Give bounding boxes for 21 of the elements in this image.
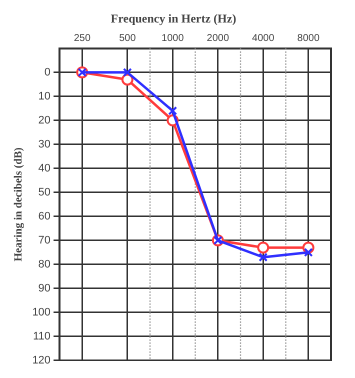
y-tick-label: 100	[32, 306, 51, 318]
y-tick-label: 120	[32, 354, 51, 366]
y-axis-title: Hearing in decibels (dB)	[12, 147, 24, 262]
x-tick-label: 2000	[206, 33, 230, 44]
y-tick-label: 110	[33, 330, 51, 342]
chart-title: Frequency in Hertz (Hz)	[110, 11, 236, 26]
y-tick-label: 60	[38, 210, 51, 222]
y-tick-label: 30	[38, 138, 51, 150]
y-tick-label: 70	[38, 234, 51, 246]
x-tick-label: 250	[74, 33, 91, 44]
y-tick-label: 0	[44, 66, 51, 78]
y-tick-label: 20	[38, 114, 51, 126]
x-tick-label: 500	[119, 33, 136, 44]
y-tick-label: 10	[38, 90, 51, 102]
y-tick-label: 40	[38, 162, 51, 174]
y-tick-label: 90	[38, 282, 51, 294]
y-tick-label: 50	[38, 186, 51, 198]
x-tick-label: 8000	[297, 33, 320, 44]
x-tick-label: 4000	[252, 33, 275, 44]
y-tick-label: 80	[38, 258, 51, 270]
x-tick-label: 1000	[162, 33, 184, 44]
